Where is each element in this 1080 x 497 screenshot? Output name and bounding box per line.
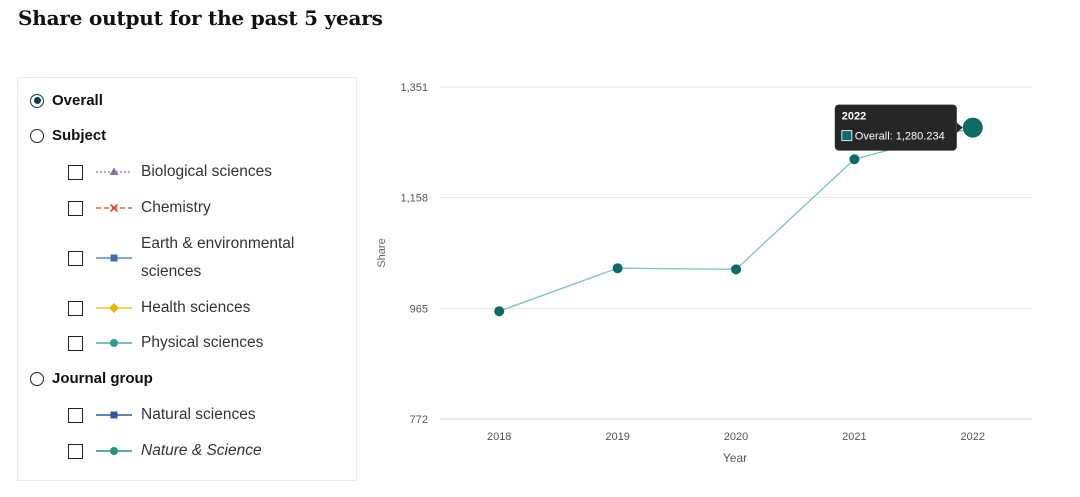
y-axis-label: Share	[376, 238, 388, 267]
chart-gridlines	[440, 86, 1032, 420]
x-tick-label: 2018	[487, 431, 511, 443]
physical-sciences-checkbox[interactable]	[68, 335, 83, 351]
tooltip-value: Overall: 1,280.234	[855, 131, 945, 143]
chemistry-legend-icon	[96, 203, 132, 213]
journal-group-radio[interactable]	[30, 371, 44, 386]
natural-sciences-label[interactable]: Natural sciences	[141, 406, 256, 423]
journal-item-nature-science[interactable]: Nature & Science	[68, 437, 262, 465]
subject-item-earth-environmental-sciences[interactable]: Earth & environmental sciences	[68, 230, 294, 286]
subject-item-chemistry[interactable]: Chemistry	[68, 194, 211, 222]
data-point-2018	[494, 306, 505, 317]
x-tick-label: 2019	[605, 431, 629, 443]
data-point-2019	[612, 263, 623, 274]
y-tick-label: 965	[410, 303, 428, 315]
earth-environmental-sciences-label[interactable]: Earth & environmental sciences	[141, 230, 294, 286]
overall-option[interactable]: Overall	[30, 92, 103, 109]
overall-label[interactable]: Overall	[52, 92, 103, 109]
physical-sciences-legend-icon	[96, 339, 132, 347]
natural-sciences-checkbox[interactable]	[68, 407, 83, 423]
subject-item-physical-sciences[interactable]: Physical sciences	[68, 329, 263, 357]
nature-science-checkbox[interactable]	[68, 443, 83, 459]
journal-item-natural-sciences[interactable]: Natural sciences	[68, 401, 256, 429]
x-axis-label: Year	[723, 451, 747, 465]
subject-option[interactable]: Subject	[30, 127, 106, 144]
journal-group-label[interactable]: Journal group	[52, 370, 153, 387]
data-point-2022	[962, 117, 983, 138]
y-tick-label: 1,351	[400, 82, 428, 94]
subject-item-biological-sciences[interactable]: Biological sciences	[68, 158, 272, 186]
filter-panel: Overall Subject Biological sciences Chem…	[17, 77, 357, 481]
radio-selected-dot	[33, 97, 41, 104]
journal-group-option[interactable]: Journal group	[30, 370, 153, 387]
page-title: Share output for the past 5 years	[18, 6, 383, 30]
tooltip-pointer	[956, 122, 963, 133]
chemistry-label[interactable]: Chemistry	[141, 199, 211, 216]
data-point-2021	[849, 154, 860, 165]
y-tick-label: 772	[410, 414, 428, 426]
nature-science-legend-icon	[96, 447, 132, 455]
biological-sciences-label[interactable]: Biological sciences	[141, 163, 272, 180]
x-tick-label: 2022	[961, 431, 985, 443]
y-axis-ticks: 772 965 1,158 1,351	[400, 82, 428, 426]
chemistry-checkbox[interactable]	[68, 200, 83, 216]
subject-item-health-sciences[interactable]: Health sciences	[68, 294, 250, 322]
earth-environmental-sciences-legend-icon	[96, 254, 132, 262]
data-point-2020	[731, 264, 741, 275]
x-tick-label: 2020	[724, 431, 748, 443]
tooltip-box	[834, 104, 957, 151]
health-sciences-checkbox[interactable]	[68, 300, 83, 316]
biological-sciences-legend-icon	[96, 167, 132, 175]
physical-sciences-label[interactable]: Physical sciences	[141, 334, 264, 351]
natural-sciences-legend-icon	[96, 411, 132, 419]
biological-sciences-checkbox[interactable]	[68, 164, 83, 180]
health-sciences-legend-icon	[96, 303, 132, 313]
overall-radio[interactable]	[30, 93, 44, 108]
earth-environmental-sciences-label-line2: sciences	[141, 263, 202, 280]
series-line-overall	[498, 126, 973, 312]
earth-environmental-sciences-checkbox[interactable]	[68, 250, 83, 266]
chart-area: 772 965 1,158 1,351 2018 2019 2020 2021 2022 Sh…	[370, 70, 1060, 480]
earth-environmental-sciences-label-line1: Earth & environmental	[141, 235, 295, 252]
share-line-chart: 772 965 1,158 1,351 2018 2019 2020 2021 2022 Sh…	[376, 82, 1032, 465]
tooltip-series-swatch	[841, 130, 853, 142]
x-axis-ticks: 2018 2019 2020 2021 2022	[487, 431, 985, 443]
subject-radio[interactable]	[30, 128, 44, 143]
x-tick-label: 2021	[842, 431, 866, 443]
health-sciences-label[interactable]: Health sciences	[141, 299, 251, 316]
y-tick-label: 1,158	[400, 193, 428, 205]
subject-label[interactable]: Subject	[52, 127, 107, 144]
chart-tooltip: 2022 Overall: 1,280.234	[834, 104, 963, 151]
tooltip-title: 2022	[842, 111, 866, 123]
nature-science-label[interactable]: Nature & Science	[141, 442, 262, 459]
